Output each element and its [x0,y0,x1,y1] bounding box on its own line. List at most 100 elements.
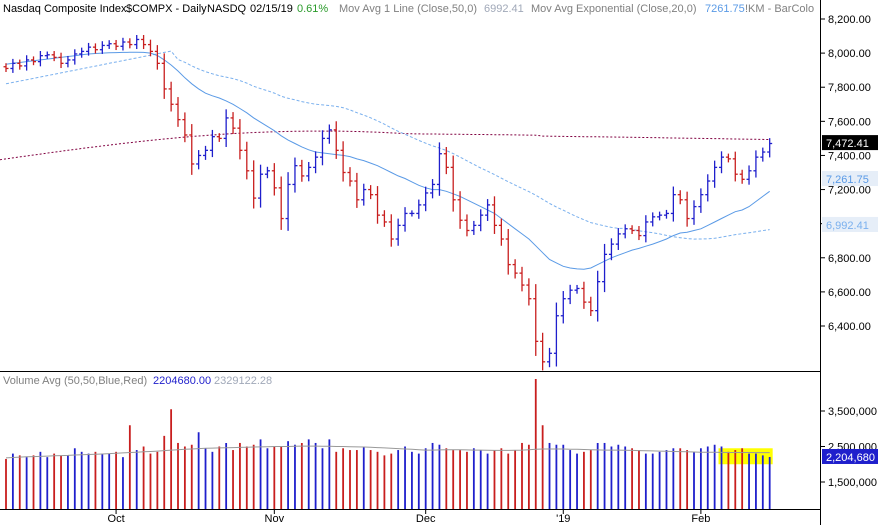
price-bar [581,281,587,309]
price-bar [602,243,608,293]
price-bar [292,157,298,193]
last-volume-label: 2,204,680 [822,448,878,464]
price-tick-label: 6,600.00 [828,287,871,299]
price-bar [636,226,642,241]
price-bar [203,145,209,160]
price-bar [491,196,497,234]
price-bar [519,266,525,292]
price-bar [443,146,449,175]
price-axis: 8,200.00 8,000.00 7,800.00 7,600.00 7,400.00… [820,14,871,333]
barcolor-label: !KM - BarColo [745,3,814,15]
price-bar [663,209,669,219]
price-bar [92,43,98,54]
x-axis: Oct Nov Dec '19 Feb [108,509,710,525]
sma50-path [5,50,770,240]
price-bar [72,49,78,65]
price-bar [306,162,312,182]
last-price-label: 7,472.41 [822,135,878,151]
price-bar [436,142,442,196]
price-bar [196,150,202,170]
price-bar [698,188,704,213]
price-bar [147,39,153,57]
price-bar [567,284,573,305]
price-bar [258,164,264,208]
price-bar [388,214,394,247]
last-volume-label-text: 2,204,680 [826,452,875,464]
price-bar [264,166,270,179]
price-bar [560,291,566,324]
ema20-path [5,51,770,270]
price-bar [753,150,759,178]
price-bars [3,35,773,371]
x-tick-label: Oct [108,513,125,525]
volume-tick-label: 3,500,000 [828,406,877,418]
price-tick-label: 7,800.00 [828,82,871,94]
price-bar [478,209,484,232]
price-bar [333,121,339,159]
price-bar [505,229,511,275]
price-bar [629,225,635,235]
price-bar [498,218,504,246]
volume-label: Volume Avg (50,50,Blue,Red) [3,375,147,387]
volume-bars [5,379,771,509]
price-bar [168,81,174,112]
price-bar [209,129,215,158]
price-tick-label: 6,800.00 [828,253,871,265]
price-bar [134,35,140,50]
value-labels: 7,472.41 7,261.75 6,992.41 2,204,680 [822,135,878,464]
price-bar [457,191,463,229]
price-bar [154,45,160,70]
price-bar [746,165,752,185]
price-bar [760,147,766,162]
exchange-label: NASDQ [207,3,247,15]
price-bar [650,212,656,227]
price-bar [189,124,195,175]
price-bar [725,153,731,163]
price-tick-label: 7,400.00 [828,150,871,162]
price-bar [271,163,277,196]
price-bar [361,183,367,206]
volume-header: Volume Avg (50,50,Blue,Red) 2204680.00 2… [3,375,272,387]
x-tick-label: '19 [556,513,570,525]
index-title: Nasdaq Composite Index [3,3,127,15]
price-bar [182,112,188,143]
price-bar [106,40,112,49]
price-bar [595,270,601,322]
price-bar [58,52,64,69]
price-bar [86,42,92,56]
price-bar [216,133,222,142]
price-bar [161,53,167,99]
price-bar [719,151,725,174]
price-bar [732,151,738,182]
volume-value: 2204680.00 [153,375,211,387]
price-bar [381,210,387,227]
price-bar [44,51,50,59]
price-bar [299,159,305,182]
ema20-line [5,51,770,270]
price-bar [657,211,663,221]
price-bar [24,55,30,71]
price-bar [402,207,408,232]
price-bar [141,35,147,50]
sma50-line [5,50,770,240]
price-bar [712,160,718,188]
price-bar [237,119,243,160]
price-bar [175,97,181,127]
price-bar [691,200,697,225]
price-bar [319,130,325,166]
price-bar [423,186,429,212]
price-bar [127,38,133,49]
price-bar [251,160,257,209]
price-bar [739,169,745,184]
price-bar [10,58,16,73]
price-bar [375,186,381,224]
price-bar [278,176,284,230]
price-bar [37,50,43,67]
price-bar [223,109,229,147]
price-bar [347,167,353,187]
price-bar [464,214,470,237]
price-bar [512,259,518,279]
ma2-label: Mov Avg Exponential (Close,20,0) [531,3,697,15]
ma2-value: 7261.75 [705,3,745,15]
